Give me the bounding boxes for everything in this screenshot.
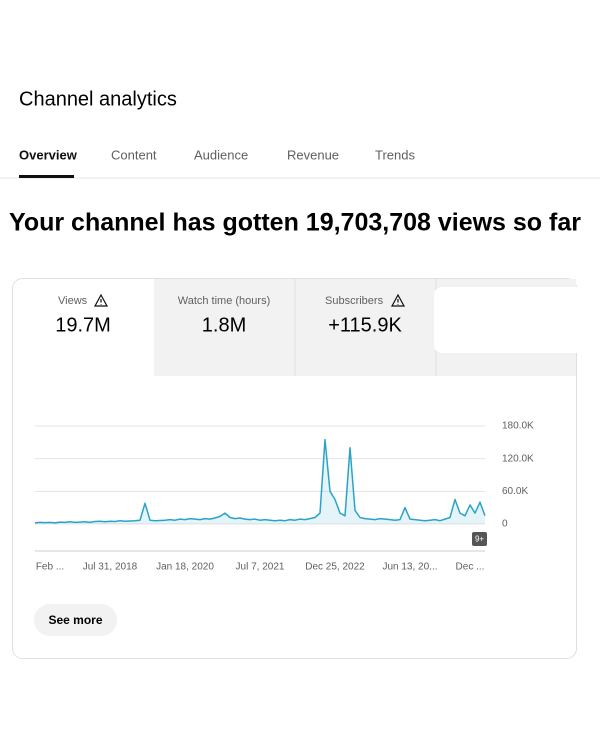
button-label[interactable]: See more [48, 613, 102, 627]
tab[interactable]: Overview [19, 147, 78, 162]
x-tick-label: Jan 18, 2020 [156, 562, 214, 573]
x-tick-label: Jul 31, 2018 [83, 562, 138, 573]
tab[interactable]: Content [111, 147, 157, 162]
metric-value: +115.9K [328, 314, 402, 336]
y-tick-label: 60.0K [502, 486, 528, 497]
line [34, 438, 486, 524]
metric-label: Watch time (hours) [178, 295, 271, 307]
metric-placeholder [434, 287, 584, 353]
see-more-button[interactable] [34, 604, 117, 636]
badge [472, 532, 487, 546]
metric-value: 19.7M [55, 314, 111, 336]
x-tick-label: Dec 25, 2022 [305, 562, 365, 573]
tab[interactable]: Trends [375, 147, 415, 162]
chart: 0 60.0K 120.0K 180.0K Feb ... Jul 31, 2018 Jan… [34, 421, 534, 573]
headline: Your channel has gotten 19,703,708 views… [9, 209, 581, 237]
y-tick-label: 0 [502, 519, 508, 530]
x-tick-label: Dec ... [456, 562, 485, 573]
tab[interactable]: Revenue [287, 147, 339, 162]
y-tick-label: 120.0K [502, 453, 534, 464]
tab-underline [19, 175, 74, 178]
x-tick-label: Jul 7, 2021 [236, 562, 285, 573]
metric-label: Subscribers [325, 295, 384, 307]
x-tick-label: Feb ... [36, 562, 64, 573]
tab[interactable]: Audience [194, 147, 248, 162]
metric-value: 1.8M [202, 314, 246, 336]
warning-icon[interactable] [390, 293, 406, 307]
x-tick-label: Jun 13, 20... [382, 562, 437, 573]
warning-icon[interactable] [93, 293, 109, 307]
page-title: Channel analytics [19, 88, 177, 110]
y-tick-label: 180.0K [502, 421, 534, 432]
badge-label: 9+ [475, 535, 484, 544]
metric-label: Views [58, 295, 88, 307]
